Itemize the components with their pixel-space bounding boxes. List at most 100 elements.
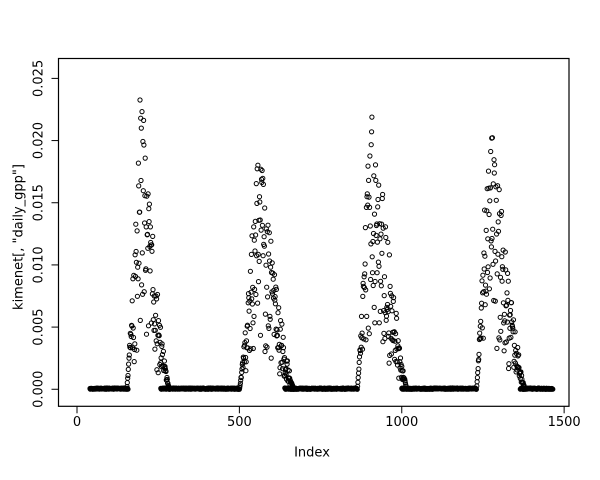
- data-point: [369, 254, 375, 260]
- data-point: [267, 313, 273, 319]
- data-point: [268, 264, 274, 270]
- data-point: [490, 181, 496, 187]
- data-point: [502, 318, 508, 324]
- data-point: [251, 237, 257, 243]
- data-point: [279, 321, 285, 327]
- data-point: [259, 222, 265, 228]
- data-point: [142, 155, 148, 161]
- data-point: [152, 327, 158, 333]
- data-point: [489, 135, 495, 141]
- data-point: [477, 330, 483, 336]
- data-point: [246, 308, 252, 314]
- data-point: [243, 359, 249, 365]
- data-point: [397, 355, 404, 361]
- data-point: [151, 299, 157, 305]
- data-point: [153, 312, 159, 318]
- data-point: [372, 320, 378, 326]
- data-point: [495, 219, 501, 225]
- data-point: [483, 288, 489, 294]
- data-point: [139, 109, 145, 115]
- plot-box: [57, 57, 570, 407]
- data-point: [364, 194, 370, 200]
- data-point: [134, 347, 140, 353]
- data-point: [271, 272, 278, 278]
- data-point: [380, 191, 386, 198]
- data-point: [266, 325, 272, 331]
- data-point: [152, 321, 158, 327]
- data-point: [474, 379, 480, 385]
- data-point: [522, 386, 528, 392]
- data-point: [482, 302, 488, 308]
- data-point: [396, 345, 403, 351]
- data-point: [394, 359, 400, 365]
- data-point: [247, 325, 253, 332]
- data-point: [510, 317, 517, 323]
- data-point: [143, 266, 149, 272]
- data-point: [367, 153, 373, 159]
- x-tick-label: 1000: [385, 415, 418, 430]
- data-point: [506, 361, 512, 367]
- data-point: [164, 377, 170, 383]
- data-point: [150, 233, 156, 239]
- data-point: [379, 250, 385, 256]
- data-point: [355, 379, 361, 385]
- data-point: [505, 278, 511, 284]
- data-point: [262, 311, 268, 317]
- data-point: [360, 283, 366, 289]
- data-point: [368, 142, 374, 148]
- data-point: [133, 259, 139, 265]
- data-point: [366, 194, 372, 200]
- data-point: [133, 221, 139, 227]
- data-point: [155, 370, 161, 376]
- data-point: [374, 221, 380, 227]
- data-point: [138, 125, 144, 131]
- data-point: [402, 380, 408, 386]
- data-point: [362, 271, 368, 277]
- data-point: [374, 270, 380, 276]
- data-point: [251, 313, 257, 319]
- data-point: [491, 170, 497, 176]
- data-point: [264, 344, 270, 350]
- data-point: [492, 298, 498, 304]
- data-point: [272, 301, 278, 307]
- data-point: [154, 367, 160, 373]
- data-point: [357, 350, 364, 356]
- data-point: [277, 365, 283, 371]
- data-point: [383, 317, 389, 323]
- data-point: [480, 272, 486, 278]
- y-tick-label: 0.010: [32, 246, 47, 283]
- data-point: [130, 334, 137, 341]
- data-point: [485, 264, 491, 270]
- data-point: [257, 199, 263, 205]
- data-point: [371, 304, 377, 310]
- data-point: [378, 278, 384, 284]
- data-point: [496, 187, 502, 193]
- data-point: [485, 168, 492, 174]
- data-point: [505, 270, 511, 276]
- data-point: [497, 314, 503, 320]
- data-point: [488, 148, 494, 155]
- data-point: [383, 234, 389, 241]
- data-point: [492, 162, 498, 168]
- data-point: [365, 325, 371, 331]
- data-point: [482, 207, 488, 213]
- data-point: [167, 386, 173, 392]
- data-point: [258, 166, 264, 172]
- data-point: [488, 244, 494, 250]
- data-point: [359, 346, 366, 352]
- data-point: [157, 324, 164, 330]
- data-point: [154, 296, 160, 302]
- data-point: [132, 341, 138, 347]
- data-point: [283, 371, 289, 377]
- data-point: [391, 295, 397, 301]
- data-point: [493, 258, 499, 264]
- data-point: [261, 243, 267, 249]
- data-point: [499, 254, 505, 260]
- data-point: [237, 380, 243, 386]
- data-point: [475, 366, 481, 372]
- data-point: [365, 163, 371, 169]
- data-point: [265, 323, 271, 329]
- data-point: [516, 365, 522, 371]
- data-point: [483, 291, 490, 297]
- data-point: [367, 204, 373, 210]
